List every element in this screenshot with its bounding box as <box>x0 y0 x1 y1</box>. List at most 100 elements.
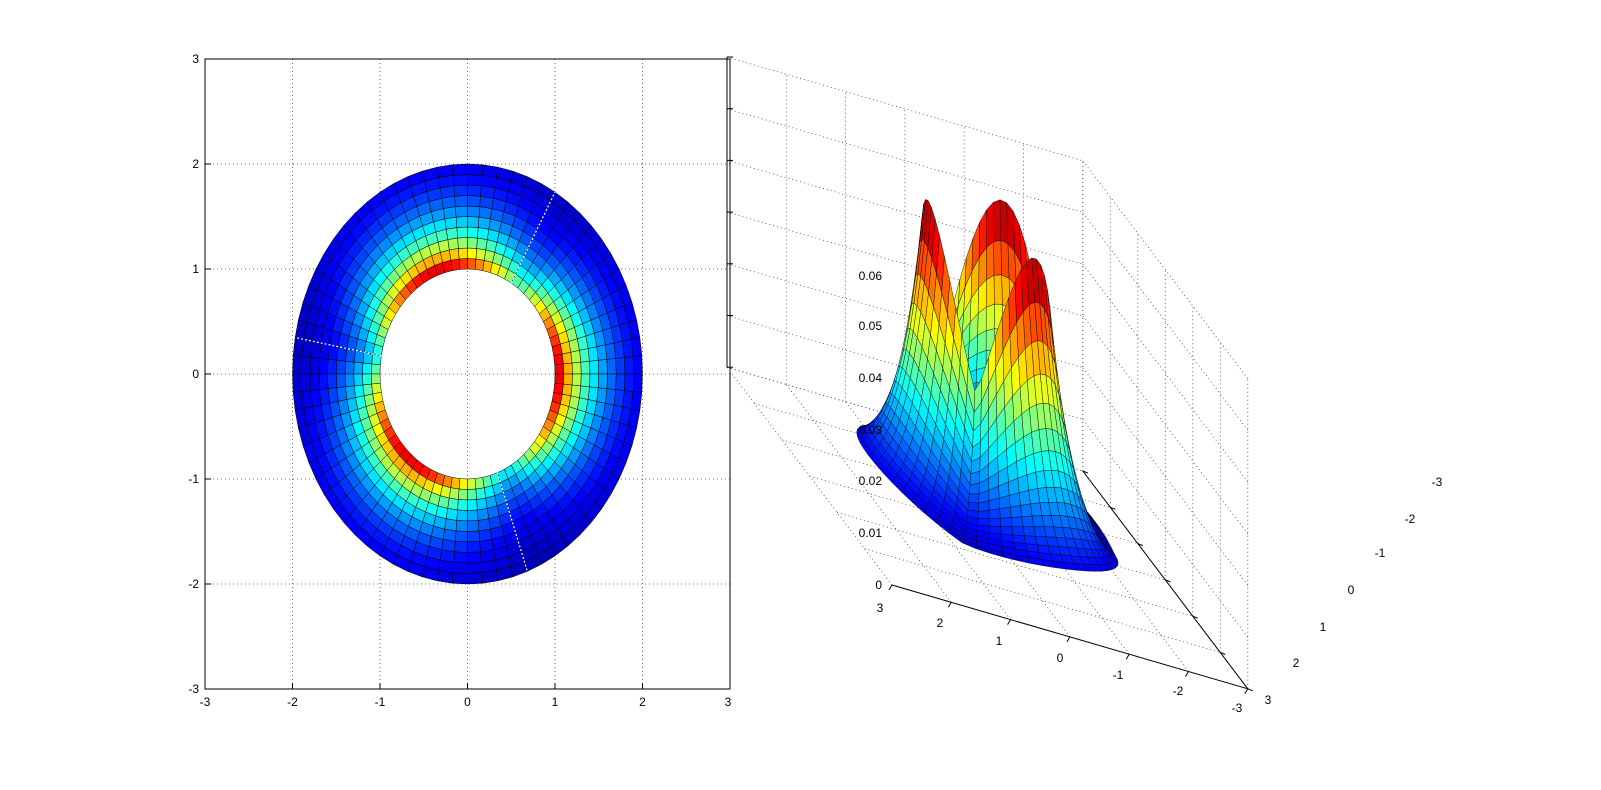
annulus-cell <box>436 164 454 178</box>
annulus-cell <box>580 360 591 375</box>
annulus-cell <box>455 216 468 228</box>
x-tick-label: -3 <box>1232 701 1243 715</box>
annulus-cell <box>370 373 381 385</box>
surface-cell <box>1000 526 1014 536</box>
annulus-cell <box>451 572 468 585</box>
annulus-cell <box>563 362 573 375</box>
x-tick-label: -1 <box>375 695 386 709</box>
y-tick-mark <box>1247 688 1253 692</box>
annulus-cell <box>630 337 643 357</box>
annulus-cell <box>292 355 303 375</box>
z-tick-label: 0.03 <box>859 423 883 437</box>
annulus-cell <box>336 386 348 402</box>
surface-cell <box>988 518 1001 527</box>
annulus-cell <box>344 360 355 375</box>
annulus-cell <box>467 562 483 574</box>
x-tick-mark <box>888 584 893 591</box>
x-tick-label: 1 <box>552 695 559 709</box>
annulus-cell <box>589 373 600 389</box>
grid-line <box>836 512 1193 617</box>
annulus-cell <box>362 362 372 375</box>
annulus-cell <box>445 508 458 521</box>
surface-cell <box>935 519 951 534</box>
annulus-cell <box>444 518 458 532</box>
surface-cell <box>1030 502 1043 517</box>
y-tick-label: -2 <box>1405 512 1416 526</box>
plot-area-background <box>205 59 730 689</box>
x-tick-label: -2 <box>287 695 298 709</box>
annulus-cell <box>292 391 305 411</box>
annulus-cell <box>335 359 346 375</box>
annulus-cell <box>353 373 364 387</box>
annulus-cell <box>481 570 499 584</box>
annulus-cell <box>606 373 617 390</box>
annulus-cell <box>467 551 482 564</box>
annulus-cell <box>457 237 468 249</box>
surface-mesh <box>856 199 1119 572</box>
annulus-cell <box>606 358 617 375</box>
annulus-cell <box>453 184 468 197</box>
annulus-cell <box>447 237 459 251</box>
annulus-cell <box>477 518 491 532</box>
annulus-cell <box>624 373 635 392</box>
z-tick-label: 0.01 <box>859 526 883 540</box>
annulus-cell <box>467 572 484 585</box>
surface-cell <box>1024 535 1038 546</box>
annulus-cell <box>477 227 490 240</box>
annulus-cell <box>467 247 477 260</box>
grid-line <box>726 108 1083 213</box>
annulus-cell <box>451 163 468 176</box>
annulus-cell <box>457 499 468 511</box>
y-tick-label: 0 <box>1348 583 1355 597</box>
x-tick-mark <box>1125 653 1130 660</box>
annulus-cell <box>300 373 311 392</box>
y-tick-label: -1 <box>188 472 199 486</box>
z-tick-label: 0.05 <box>859 319 883 333</box>
annulus-cell <box>292 337 305 357</box>
annulus-cell <box>467 499 478 511</box>
x-tick-labels-3d: 3 2 1 0 -1 -2 -3 <box>877 601 1243 715</box>
surface-cell <box>999 506 1012 519</box>
surface-cell <box>1011 526 1025 536</box>
grid-line <box>1082 263 1249 483</box>
annulus-cell <box>630 391 643 411</box>
grid-line <box>785 384 952 603</box>
annulus-cell <box>587 346 599 362</box>
z-tick-label: 0.04 <box>859 371 883 385</box>
y-tick-label: -1 <box>1375 546 1386 560</box>
annulus-cell <box>335 373 346 389</box>
y-tick-label: -2 <box>188 577 199 591</box>
annulus-cell <box>467 258 477 270</box>
z-tick-label: 0.02 <box>859 474 883 488</box>
y-tick-mark <box>1192 615 1198 619</box>
annulus-cell <box>353 384 365 399</box>
surface-cell <box>986 241 995 281</box>
x-tick-mark <box>1066 636 1071 643</box>
surface-cell <box>977 510 990 519</box>
surface-cell <box>985 303 995 331</box>
annulus-cell <box>458 258 468 270</box>
x-tick-mark <box>947 602 952 608</box>
z-tick-label: 0.06 <box>859 269 883 283</box>
x-tick-label: 0 <box>1057 651 1064 665</box>
surface-cell <box>1017 474 1029 493</box>
annulus-cell <box>467 184 482 197</box>
annulus-cell <box>453 551 468 564</box>
surface-cell <box>1021 515 1035 527</box>
annulus-cell <box>456 509 468 522</box>
y-tick-labels-3d: -3 -2 -1 0 1 2 3 <box>1265 475 1443 707</box>
annulus-cell <box>570 349 582 364</box>
grid-line <box>1082 367 1249 586</box>
annulus-cell <box>362 351 373 365</box>
annulus-cell <box>554 373 565 385</box>
annulus-cell <box>554 363 565 375</box>
surface-seam <box>295 336 382 357</box>
y-tick-mark <box>1165 579 1171 583</box>
surface-cell <box>993 274 1003 305</box>
y-tick-label: -3 <box>188 682 199 696</box>
x-tick-label: 2 <box>937 616 944 630</box>
x-tick-mark <box>1244 688 1249 695</box>
annulus-cell <box>579 385 590 400</box>
annulus-cell <box>467 530 480 543</box>
annulus-cell <box>458 478 468 490</box>
